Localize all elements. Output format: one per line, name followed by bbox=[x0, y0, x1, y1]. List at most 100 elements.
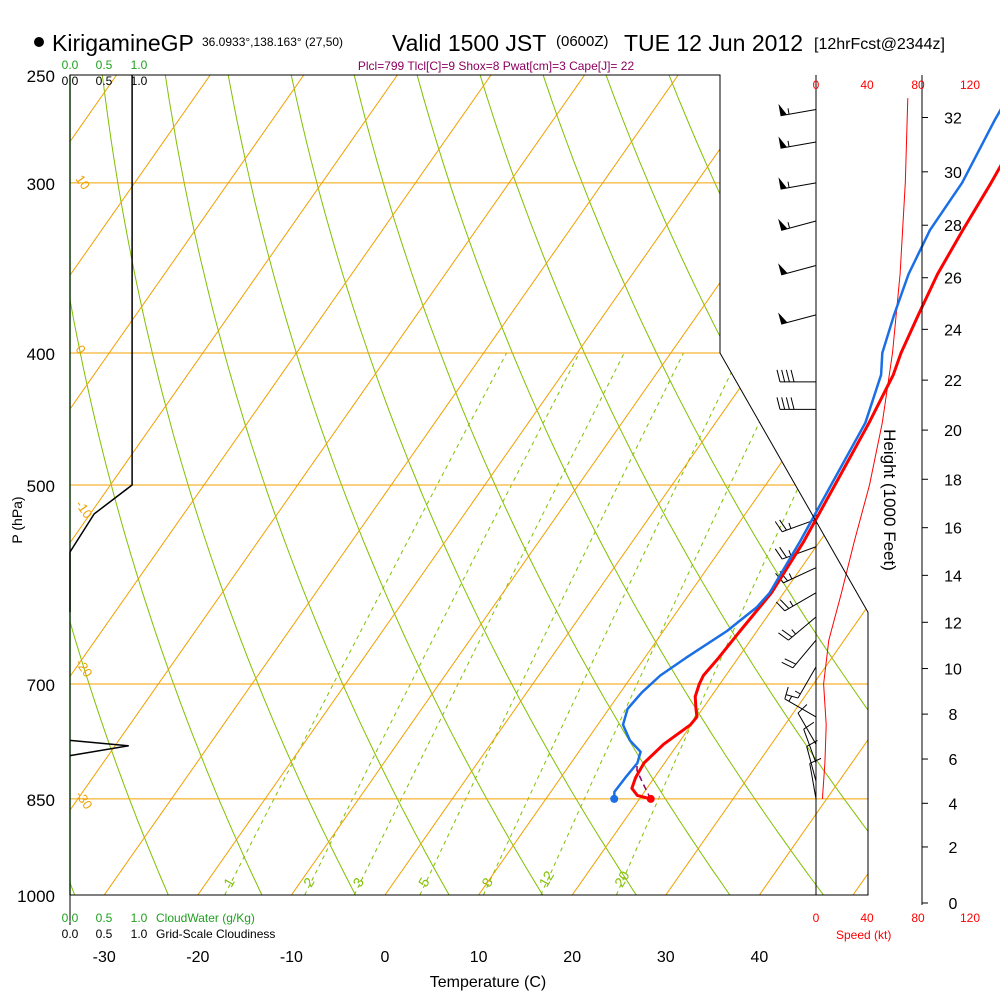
dry-adiabat bbox=[164, 75, 450, 895]
cloudiness-label: Grid-Scale Cloudiness bbox=[156, 927, 275, 941]
wind-barb-half-feather bbox=[787, 108, 790, 115]
wind-barb-staff bbox=[781, 314, 817, 325]
isotherm-line bbox=[0, 75, 23, 895]
wind-barb-feather bbox=[803, 721, 815, 730]
wind-barb-staff bbox=[803, 729, 817, 764]
wind-barb-staff bbox=[797, 712, 817, 745]
height-tick-label: 22 bbox=[944, 373, 962, 390]
wind-barb-staff bbox=[782, 546, 817, 560]
cloudiness-tick-label: 0.5 bbox=[96, 927, 113, 941]
temperature-surface-marker bbox=[646, 794, 655, 803]
wind-barb bbox=[776, 397, 816, 410]
wind-barb-staff bbox=[784, 698, 817, 718]
wind-barb-staff bbox=[809, 763, 817, 799]
dewpoint-surface-marker bbox=[610, 794, 619, 803]
dry-adiabat bbox=[984, 75, 1000, 895]
forecast-label: [12hrFcst@2344z] bbox=[814, 36, 945, 53]
dry-adiabat bbox=[416, 75, 824, 895]
speed-tick-label: 120 bbox=[960, 911, 980, 925]
x-tick-label: 10 bbox=[470, 949, 488, 966]
x-tick-label: 40 bbox=[751, 949, 769, 966]
wind-barb-feather bbox=[784, 658, 797, 665]
wind-barb bbox=[778, 218, 817, 231]
wind-barb bbox=[784, 686, 817, 718]
wind-barb-pennant bbox=[778, 218, 788, 231]
height-tick-label: 0 bbox=[949, 896, 958, 913]
pressure-tick-label: 500 bbox=[27, 477, 55, 496]
x-tick-label: -10 bbox=[280, 949, 303, 966]
wind-barb bbox=[797, 704, 817, 745]
stability-indices: Plcl=799 Tlcl[C]=9 Shox=8 Pwat[cm]=3 Cap… bbox=[358, 59, 635, 73]
height-tick-label: 16 bbox=[944, 521, 962, 538]
cloudwater-tick-label: 0.0 bbox=[62, 58, 79, 72]
wind-barb-staff bbox=[797, 666, 817, 699]
wind-barb-feather bbox=[776, 369, 781, 382]
wind-barb-half-feather bbox=[787, 140, 790, 147]
cloudiness-tick-label: 1.0 bbox=[131, 74, 148, 88]
wind-barb-feather bbox=[774, 521, 783, 533]
wind-barb-feather bbox=[776, 397, 781, 410]
isotherm-line bbox=[852, 75, 868, 895]
cloudwater-tick-label: 0.0 bbox=[62, 911, 79, 925]
wind-barb bbox=[775, 592, 817, 612]
height-axis-label: Height (1000 Feet) bbox=[880, 429, 899, 571]
wind-barb-feather bbox=[775, 601, 786, 612]
wind-barb bbox=[806, 739, 818, 782]
dry-adiabat bbox=[857, 75, 868, 895]
x-tick-label: 0 bbox=[381, 949, 390, 966]
height-tick-label: 12 bbox=[944, 615, 962, 632]
isotherm-line bbox=[70, 75, 305, 895]
theta-label: 20 bbox=[784, 442, 815, 473]
wind-barb-half-feather bbox=[788, 695, 793, 702]
plot-frame bbox=[69, 74, 923, 925]
isotherm-label: -30 bbox=[73, 788, 96, 812]
wind-barb bbox=[778, 616, 817, 641]
wind-barb-half-feather bbox=[787, 181, 790, 188]
wind-barb-feather bbox=[781, 397, 786, 410]
wind-barb-pennant bbox=[778, 177, 787, 190]
wind-barb-feather bbox=[785, 369, 790, 382]
wind-barb-half-feather bbox=[787, 222, 791, 229]
dry-adiabat bbox=[353, 75, 731, 895]
wind-barb bbox=[778, 136, 817, 149]
pressure-tick-label: 1000 bbox=[17, 887, 55, 906]
wind-barb-half-feather bbox=[788, 573, 793, 580]
dry-adiabat bbox=[290, 75, 637, 895]
theta-label: 30 bbox=[835, 532, 866, 563]
wind-barb-staff bbox=[788, 616, 817, 641]
valid-date: TUE 12 Jun 2012 bbox=[624, 30, 803, 56]
station-dot-icon bbox=[34, 37, 44, 47]
wind-barb-staff bbox=[780, 182, 817, 190]
wind-barb-feather bbox=[809, 757, 822, 764]
wind-barb-staff bbox=[780, 141, 817, 149]
pressure-tick-label: 700 bbox=[27, 676, 55, 695]
height-tick-label: 30 bbox=[944, 165, 962, 182]
wind-speed-panel bbox=[815, 75, 909, 895]
height-tick-label: 6 bbox=[949, 752, 958, 769]
cloudwater-label: CloudWater (g/Kg) bbox=[156, 911, 255, 925]
theta-label: 0 bbox=[716, 225, 739, 248]
speed-tick-label: 80 bbox=[911, 911, 925, 925]
dewpoint-profile-line bbox=[612, 108, 1000, 799]
isotherm-line bbox=[665, 75, 868, 895]
wind-barb-half-feather bbox=[794, 690, 801, 695]
station-name: KirigamineGP bbox=[52, 30, 194, 56]
pressure-tick-label: 400 bbox=[27, 345, 55, 364]
wind-barb-staff bbox=[783, 567, 817, 584]
mixing-ratio-label: 12 bbox=[536, 868, 558, 890]
mixing-ratio-line bbox=[615, 352, 861, 895]
pressure-tick-label: 850 bbox=[27, 791, 55, 810]
station-coords: 36.0933°,138.163° (27,50) bbox=[202, 35, 343, 49]
speed-tick-label: 0 bbox=[813, 911, 820, 925]
wind-barb-feather bbox=[806, 739, 818, 747]
speed-tick-label: 40 bbox=[860, 78, 874, 92]
isotherm-line bbox=[70, 75, 211, 895]
dry-adiabat bbox=[227, 75, 544, 895]
wind-barb-pennant bbox=[778, 312, 788, 325]
valid-zulu: (0600Z) bbox=[556, 33, 609, 50]
speed-tick-label: 40 bbox=[860, 911, 874, 925]
cloudiness-tick-label: 0.0 bbox=[62, 74, 79, 88]
wind-barb-pennant bbox=[778, 136, 787, 149]
wind-barb-pennant bbox=[778, 263, 788, 275]
